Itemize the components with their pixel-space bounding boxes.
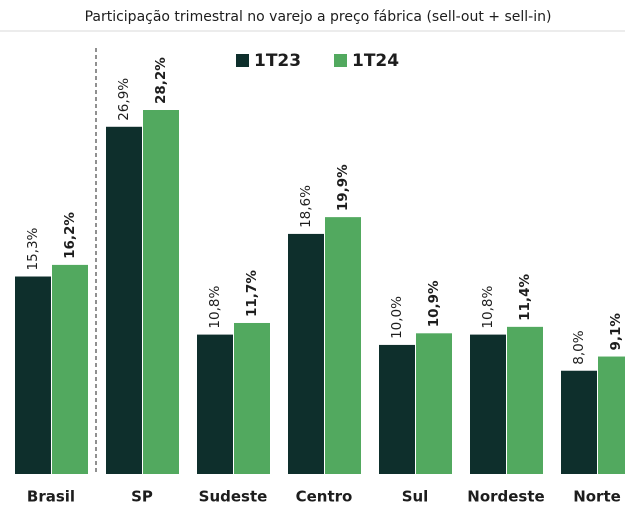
value-label: 26,9% xyxy=(116,78,132,121)
value-label: 10,0% xyxy=(389,296,405,339)
value-label: 11,4% xyxy=(517,274,533,321)
value-label: 18,6% xyxy=(298,185,314,228)
bar xyxy=(470,334,506,474)
legend-label: 1T23 xyxy=(254,51,301,71)
bar xyxy=(561,370,597,474)
bar xyxy=(288,233,324,474)
value-label: 16,2% xyxy=(62,212,78,259)
value-label: 10,8% xyxy=(480,286,496,329)
chart-title: Participação trimestral no varejo a preç… xyxy=(85,9,552,25)
x-tick-label: Sul xyxy=(402,488,429,506)
value-label: 19,9% xyxy=(335,164,351,211)
x-tick-label: Sudeste xyxy=(199,488,268,506)
x-tick-label: SP xyxy=(131,488,153,506)
value-label: 11,7% xyxy=(244,270,260,317)
value-label: 15,3% xyxy=(25,227,41,270)
legend-swatch xyxy=(334,54,347,67)
bar xyxy=(416,333,452,474)
legend-label: 1T24 xyxy=(352,51,399,71)
bar xyxy=(325,217,361,474)
value-label: 8,0% xyxy=(571,330,587,364)
value-label: 28,2% xyxy=(153,57,169,104)
bar xyxy=(52,264,88,474)
bar xyxy=(15,276,51,474)
value-label: 10,8% xyxy=(207,286,223,329)
bar xyxy=(598,356,625,474)
bar xyxy=(234,322,270,474)
legend-swatch xyxy=(236,54,249,67)
bar xyxy=(507,326,543,474)
value-label: 10,9% xyxy=(426,280,442,327)
bar xyxy=(379,344,415,474)
value-label: 9,1% xyxy=(608,313,624,351)
x-tick-label: Centro xyxy=(296,488,353,506)
x-tick-label: Norte xyxy=(573,488,621,506)
x-tick-label: Brasil xyxy=(27,488,75,506)
bar xyxy=(143,110,179,474)
bar xyxy=(197,334,233,474)
x-tick-label: Nordeste xyxy=(467,488,544,506)
bar xyxy=(106,126,142,474)
